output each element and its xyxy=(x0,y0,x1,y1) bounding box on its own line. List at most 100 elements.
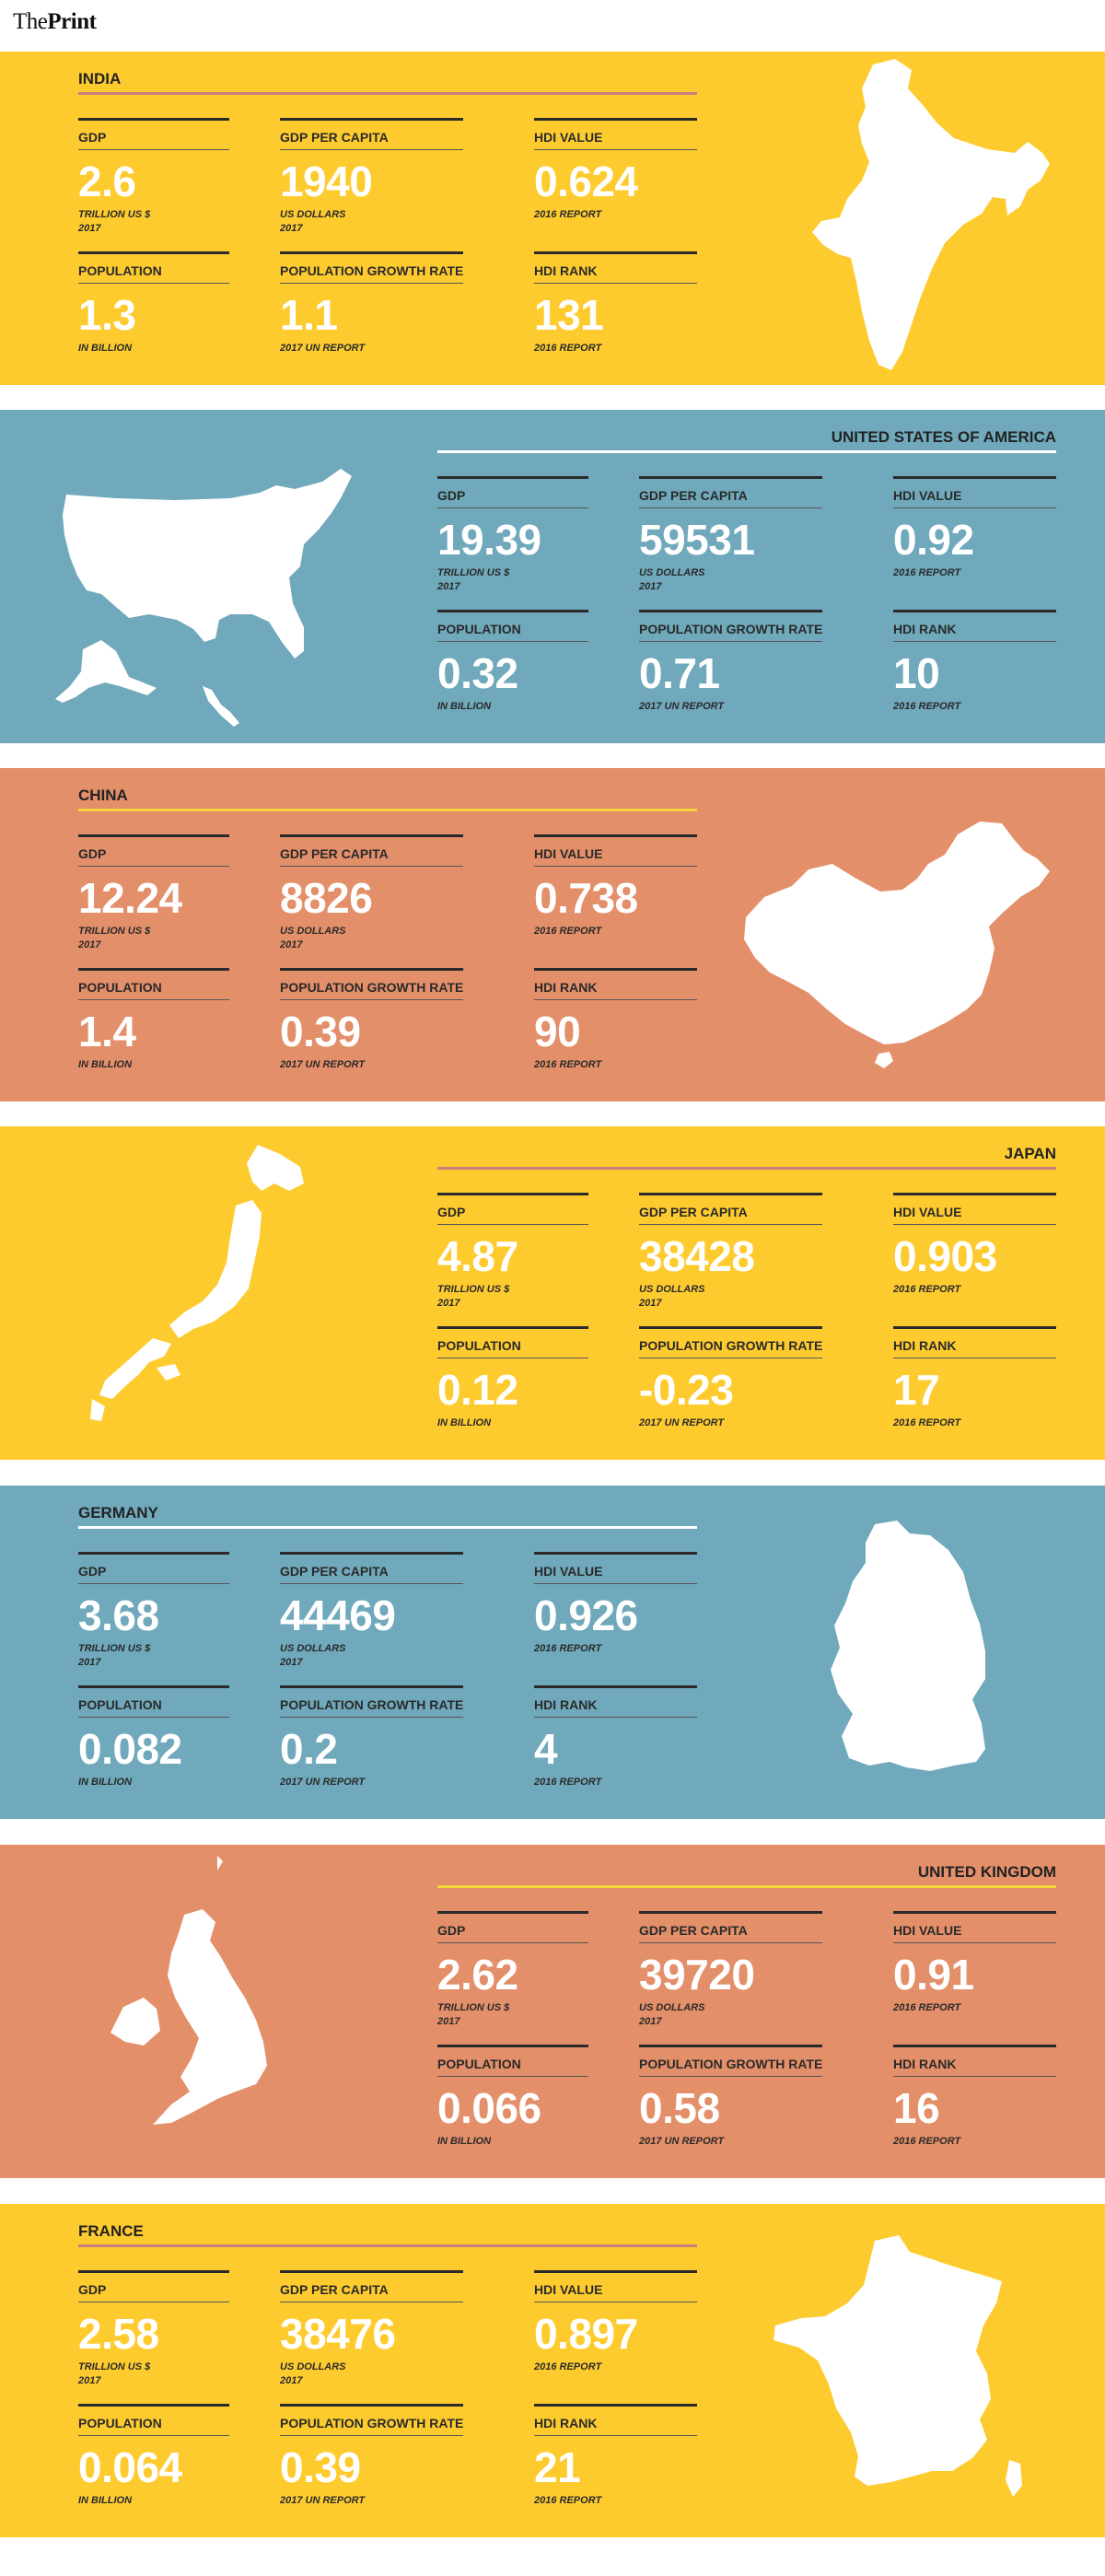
stat-label: GDP xyxy=(78,2282,107,2297)
stat-note: TRILLION US $ 2017 xyxy=(78,2361,151,2386)
stat-label: POPULATION xyxy=(78,980,162,995)
stat-label: POPULATION xyxy=(78,2416,162,2430)
stat-rule-top xyxy=(534,2404,697,2407)
stat-rule-sub xyxy=(78,1717,229,1718)
country-title-rule xyxy=(78,92,697,95)
stat-rule-sub xyxy=(534,2435,697,2436)
stat-label: HDI VALUE xyxy=(893,1923,962,1938)
stat-note: 2017 UN REPORT xyxy=(639,2136,725,2147)
stat-label: POPULATION xyxy=(437,622,521,636)
stat-rule-sub xyxy=(78,866,229,867)
stat-rule-sub xyxy=(534,866,697,867)
stat-note: IN BILLION xyxy=(78,2495,133,2506)
stat-rule-top xyxy=(437,1193,588,1195)
stat-value: 38476 xyxy=(280,2310,396,2358)
stat-value: 1.1 xyxy=(280,291,338,339)
stat-note: TRILLION US $ 2017 xyxy=(78,926,151,950)
stat-label: HDI RANK xyxy=(534,980,598,995)
country-title-rule xyxy=(437,450,1056,453)
stat-label: POPULATION GROWTH RATE xyxy=(639,1338,823,1353)
country-title-rule xyxy=(437,1167,1056,1170)
india-map-icon xyxy=(774,52,1068,385)
stat-rule-top xyxy=(534,251,697,254)
country-title: INDIA xyxy=(78,70,122,87)
stat-label: GDP xyxy=(437,488,466,503)
stat-note: US DOLLARS 2017 xyxy=(280,2361,346,2386)
stat-note: 2016 REPORT xyxy=(893,2002,961,2013)
country-panel-germany: GERMANY GDP 3.68 TRILLION US $ 2017 GDP PER … xyxy=(0,1486,1105,1819)
stat-rule-top xyxy=(280,2404,463,2407)
stat-value: 4.87 xyxy=(437,1232,518,1280)
stat-rule-top xyxy=(534,1685,697,1688)
stat-note: TRILLION US $ 2017 xyxy=(437,2002,510,2027)
stat-value: 1940 xyxy=(280,157,373,205)
stat-value: 3.68 xyxy=(78,1591,159,1639)
stat-rule-top xyxy=(280,968,463,971)
stat-rule-top xyxy=(534,118,697,121)
stat-rule-sub xyxy=(280,149,463,150)
stat-note: 2016 REPORT xyxy=(534,1643,602,1654)
stat-rule-top xyxy=(78,118,229,121)
stat-value: 0.12 xyxy=(437,1366,518,1414)
stat-rule-sub xyxy=(280,1717,463,1718)
stat-note: US DOLLARS 2017 xyxy=(280,209,346,234)
stat-label: GDP PER CAPITA xyxy=(639,1923,748,1938)
stat-note: 2016 REPORT xyxy=(534,343,602,354)
stat-label: HDI VALUE xyxy=(893,488,962,503)
stat-rule-sub xyxy=(534,1583,697,1584)
stat-value: 19.39 xyxy=(437,516,541,564)
stat-rule-top xyxy=(639,1911,822,1914)
stat-label: HDI VALUE xyxy=(534,846,603,861)
japan-map-icon xyxy=(64,1126,341,1460)
stat-rule-sub xyxy=(893,507,1056,508)
stat-rule-sub xyxy=(639,1224,822,1225)
stat-value: 12.24 xyxy=(78,874,182,922)
stat-note: 2016 REPORT xyxy=(893,701,961,712)
stat-value: 1.3 xyxy=(78,291,136,339)
france-map-icon xyxy=(755,2204,1059,2537)
stat-rule-top xyxy=(639,610,822,612)
stat-value: 0.91 xyxy=(893,1951,974,1999)
stat-label: HDI VALUE xyxy=(534,1564,603,1579)
stat-label: POPULATION GROWTH RATE xyxy=(280,1697,464,1712)
stat-value: 2.6 xyxy=(78,157,136,205)
stat-rule-sub xyxy=(893,641,1056,642)
logo-text-print: Print xyxy=(47,9,97,34)
stat-value: 38428 xyxy=(639,1232,755,1280)
stat-note: 2016 REPORT xyxy=(893,2136,961,2147)
stat-value: 1.4 xyxy=(78,1008,136,1055)
stat-note: 2017 UN REPORT xyxy=(280,2495,366,2506)
stat-rule-sub xyxy=(893,1224,1056,1225)
stat-rule-sub xyxy=(639,507,822,508)
country-stats: JAPAN GDP 4.87 TRILLION US $ 2017 GDP PER CA… xyxy=(437,1126,1056,1460)
stat-rule-sub xyxy=(437,1224,588,1225)
stat-note: IN BILLION xyxy=(78,343,133,354)
country-panel-india: INDIA GDP 2.6 TRILLION US $ 2017 GDP PER CAP… xyxy=(0,52,1105,385)
stat-value: 90 xyxy=(534,1008,581,1055)
stat-value: 2.62 xyxy=(437,1951,518,1999)
stat-note: 2016 REPORT xyxy=(534,2495,602,2506)
stat-value: 0.39 xyxy=(280,1008,361,1055)
stat-rule-sub xyxy=(78,283,229,284)
stat-note: TRILLION US $ 2017 xyxy=(437,567,510,592)
stat-note: IN BILLION xyxy=(437,2136,492,2147)
stat-value: 0.066 xyxy=(437,2084,541,2132)
stat-rule-sub xyxy=(280,1583,463,1584)
stat-rule-top xyxy=(280,118,463,121)
stat-rule-sub xyxy=(78,999,229,1000)
country-stats: CHINA GDP 12.24 TRILLION US $ 2017 GDP PER C… xyxy=(78,768,697,1102)
stat-value: 59531 xyxy=(639,516,755,564)
country-title: UNITED STATES OF AMERICA xyxy=(831,428,1056,446)
stat-value: 44469 xyxy=(280,1591,396,1639)
country-title: UNITED KINGDOM xyxy=(917,1863,1056,1881)
stat-label: HDI RANK xyxy=(534,1697,598,1712)
country-panel-united-kingdom: UNITED KINGDOM GDP 2.62 TRILLION US $ 2017 G… xyxy=(0,1845,1105,2178)
stat-note: 2016 REPORT xyxy=(534,2361,602,2372)
country-stats: UNITED KINGDOM GDP 2.62 TRILLION US $ 2017 G… xyxy=(437,1845,1056,2178)
country-title: JAPAN xyxy=(1004,1145,1056,1162)
stat-rule-top xyxy=(437,476,588,479)
theprint-logo[interactable]: The Print xyxy=(13,9,97,42)
stat-value: 0.082 xyxy=(78,1725,182,1773)
stat-label: HDI VALUE xyxy=(534,130,603,145)
stat-rule-top xyxy=(639,2045,822,2047)
